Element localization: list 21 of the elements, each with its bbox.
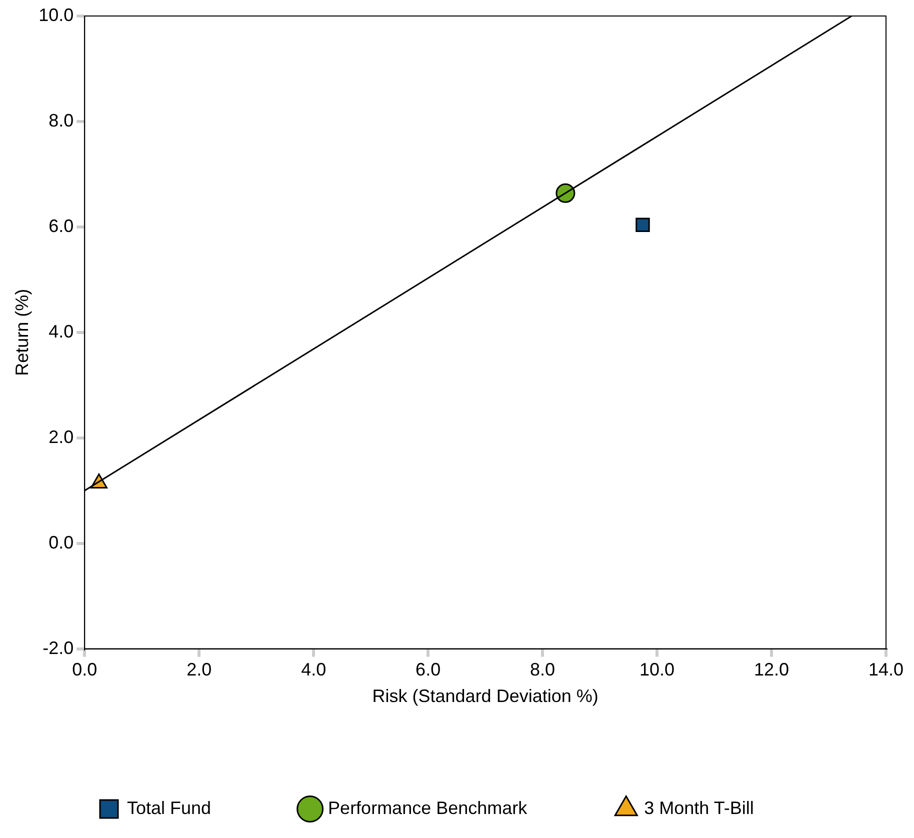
y-tick-label: -2.0 bbox=[42, 638, 74, 658]
legend-label: Performance Benchmark bbox=[328, 798, 528, 818]
x-tick-label: 12.0 bbox=[754, 660, 790, 680]
y-tick-label: 8.0 bbox=[48, 110, 74, 130]
legend-label: Total Fund bbox=[127, 798, 212, 818]
point bbox=[636, 218, 650, 232]
x-tick-label: 6.0 bbox=[416, 660, 441, 680]
y-tick-label: 0.0 bbox=[48, 532, 74, 552]
x-tick-label: 0.0 bbox=[72, 660, 98, 680]
x-tick-label: 10.0 bbox=[640, 660, 675, 680]
x-tick-label: 2.0 bbox=[186, 660, 212, 680]
y-tick-label: 10.0 bbox=[38, 4, 74, 25]
y-axis-title: Return (%) bbox=[12, 288, 32, 376]
legend-label: 3 Month T-Bill bbox=[644, 798, 754, 818]
y-tick-label: 2.0 bbox=[48, 426, 74, 447]
y-tick-label: 4.0 bbox=[48, 321, 74, 342]
x-tick-label: 14.0 bbox=[868, 660, 904, 680]
x-tick-label: 4.0 bbox=[301, 660, 326, 680]
y-tick-label: 6.0 bbox=[48, 216, 74, 236]
x-axis-title: Risk (Standard Deviation %) bbox=[372, 686, 598, 706]
x-tick-label: 8.0 bbox=[530, 660, 556, 680]
